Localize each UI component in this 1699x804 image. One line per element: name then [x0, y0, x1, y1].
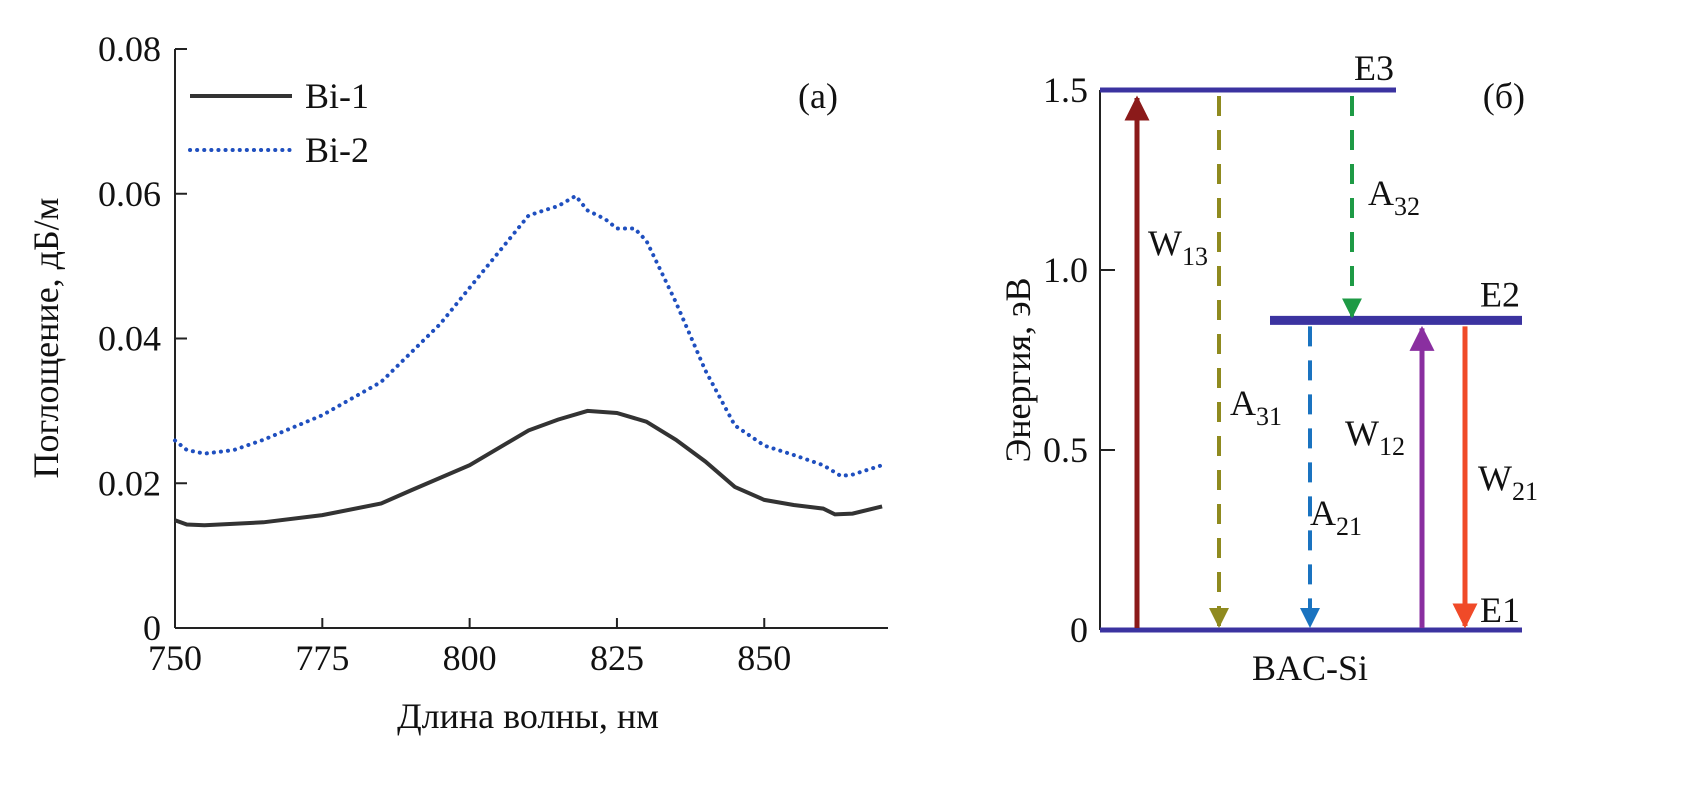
series-line-bi-2: [173, 193, 885, 479]
transition-subscript: 21: [1336, 512, 1362, 541]
legend-label-bi2: Bi-2: [305, 130, 369, 170]
transition-symbol: A: [1368, 173, 1394, 213]
y-tick-label: 0.08: [98, 29, 161, 69]
y-tick-label: 0.02: [98, 463, 161, 503]
x-tick-label: 800: [443, 638, 497, 678]
y-axis-label-diagram: Энергия, эВ: [998, 277, 1038, 462]
panel-label-a: (a): [798, 76, 838, 116]
energy-tick-label: 0.5: [1043, 430, 1088, 470]
transition-label-a32: A32: [1368, 173, 1420, 221]
level-label-e2: E2: [1480, 274, 1520, 314]
panel-label-b: (б): [1483, 76, 1525, 116]
y-tick-label: 0.06: [98, 174, 161, 214]
transition-label-w12: W12: [1345, 413, 1405, 461]
absorption-chart: (a) Длина волны, нм Поглощение, дБ/м Bi-…: [26, 29, 888, 736]
transition-subscript: 21: [1512, 477, 1538, 506]
transition-symbol: A: [1310, 493, 1336, 533]
transition-label-a21: A21: [1310, 493, 1362, 541]
x-tick-label: 825: [590, 638, 644, 678]
x-tick-label: 775: [295, 638, 349, 678]
transition-subscript: 32: [1394, 192, 1420, 221]
y-tick-label: 0: [143, 608, 161, 648]
x-axis-label-diagram: BAC-Si: [1252, 648, 1368, 688]
transition-symbol: W: [1478, 458, 1512, 498]
energy-tick-label: 0: [1070, 610, 1088, 650]
legend-label-bi1: Bi-1: [305, 76, 369, 116]
x-tick-label: 850: [737, 638, 791, 678]
energy-tick-label: 1.5: [1043, 70, 1088, 110]
y-axis-label: Поглощение, дБ/м: [26, 198, 66, 479]
transition-subscript: 31: [1256, 402, 1282, 431]
transition-label-a31: A31: [1230, 383, 1282, 431]
level-label-e1: E1: [1480, 590, 1520, 630]
transition-symbol: W: [1148, 223, 1182, 263]
level-label-e3: E3: [1354, 48, 1394, 88]
transition-label-w13: W13: [1148, 223, 1208, 271]
x-tick-label: 750: [148, 638, 202, 678]
y-tick-label: 0.04: [98, 319, 161, 359]
energy-tick-label: 1.0: [1043, 250, 1088, 290]
x-axis-label: Длина волны, нм: [397, 696, 659, 736]
energy-level-diagram: (б) BAC-Si Энергия, эВ 0 0.5 1.0 1.5 E1 E2 E3 W…: [998, 48, 1538, 688]
transition-symbol: W: [1345, 413, 1379, 453]
transition-label-w21: W21: [1478, 458, 1538, 506]
transition-subscript: 12: [1379, 432, 1405, 461]
series-line-bi-1: [174, 408, 883, 528]
transition-symbol: A: [1230, 383, 1256, 423]
transition-subscript: 13: [1182, 242, 1208, 271]
